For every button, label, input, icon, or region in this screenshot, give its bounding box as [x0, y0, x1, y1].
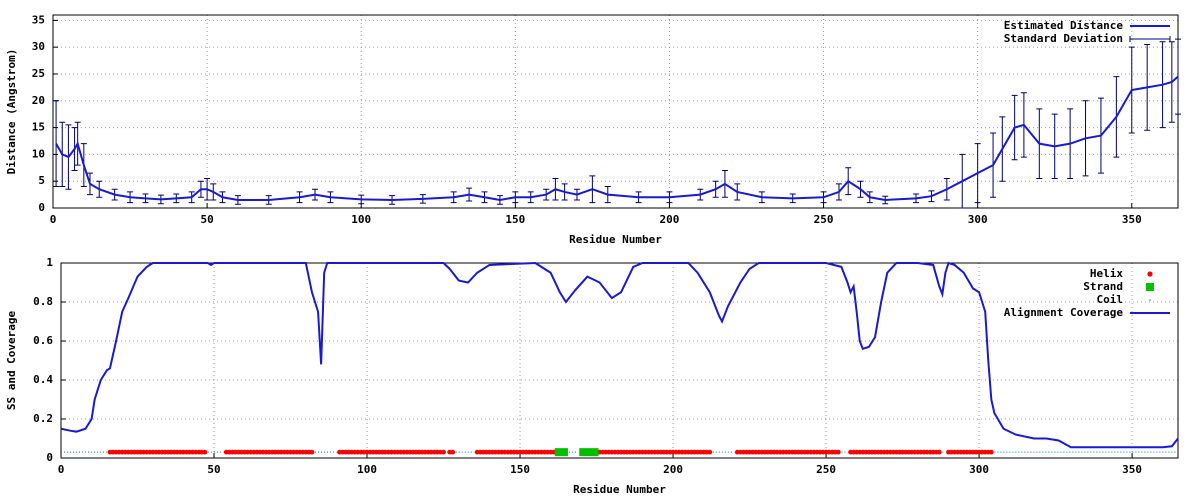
data-line: [55, 75, 1179, 201]
legend-marker: [1149, 299, 1151, 301]
y-tick-label: 1: [46, 256, 53, 269]
y-tick-label: 15: [32, 121, 45, 134]
y-axis-title: SS and Coverage: [5, 310, 18, 410]
x-tick-label: 300: [968, 213, 988, 226]
strand-marker: [579, 448, 599, 457]
legend-label: Alignment Coverage: [1004, 306, 1124, 319]
strand-marker: [554, 448, 568, 457]
y-tick-label: 10: [32, 147, 45, 160]
helix-marker: [309, 449, 315, 455]
y-tick-label: 0.8: [33, 295, 53, 308]
legend-label: Helix: [1090, 267, 1123, 280]
legend-label: Strand: [1083, 280, 1123, 293]
x-tick-label: 50: [200, 213, 213, 226]
x-axis-title: Residue Number: [573, 483, 666, 496]
y-axis-title: Distance (Angstrom): [5, 49, 18, 175]
x-tick-label: 100: [357, 463, 377, 476]
helix-marker: [202, 449, 208, 455]
plot-border: [60, 262, 1179, 459]
x-tick-label: 300: [969, 463, 989, 476]
x-tick-label: 250: [814, 213, 834, 226]
x-tick-label: 50: [207, 463, 220, 476]
x-tick-label: 100: [351, 213, 371, 226]
helix-marker: [450, 449, 456, 455]
x-tick-label: 150: [505, 213, 525, 226]
y-tick-label: 0.2: [33, 412, 53, 425]
y-tick-label: 0.4: [33, 373, 53, 386]
y-tick-label: 30: [32, 40, 45, 53]
x-tick-label: 0: [58, 463, 65, 476]
x-tick-label: 150: [510, 463, 530, 476]
x-tick-label: 350: [1122, 213, 1142, 226]
x-axis-title: Residue Number: [569, 233, 662, 246]
y-tick-label: 5: [38, 174, 45, 187]
helix-marker: [988, 449, 994, 455]
legend-marker: [1147, 271, 1153, 277]
x-tick-label: 250: [816, 463, 836, 476]
y-tick-label: 20: [32, 94, 45, 107]
x-tick-label: 200: [660, 213, 680, 226]
y-tick-label: 0: [46, 451, 53, 464]
y-tick-label: 25: [32, 67, 45, 80]
helix-marker: [936, 449, 942, 455]
x-tick-label: 200: [663, 463, 683, 476]
legend-errorbar: [1129, 36, 1171, 42]
x-tick-label: 350: [1122, 463, 1142, 476]
helix-marker: [835, 449, 841, 455]
legend-label: Estimated Distance: [1004, 19, 1124, 32]
data-line: [60, 261, 1179, 449]
y-tick-label: 0: [38, 201, 45, 214]
legend-marker: [1146, 283, 1154, 291]
y-tick-label: 0.6: [33, 334, 53, 347]
helix-marker: [707, 449, 713, 455]
legend-label: Coil: [1097, 293, 1124, 306]
legend-label: Standard Deviation: [1004, 32, 1123, 45]
y-tick-label: 35: [32, 13, 45, 26]
x-tick-label: 0: [50, 213, 57, 226]
helix-marker: [441, 449, 446, 455]
